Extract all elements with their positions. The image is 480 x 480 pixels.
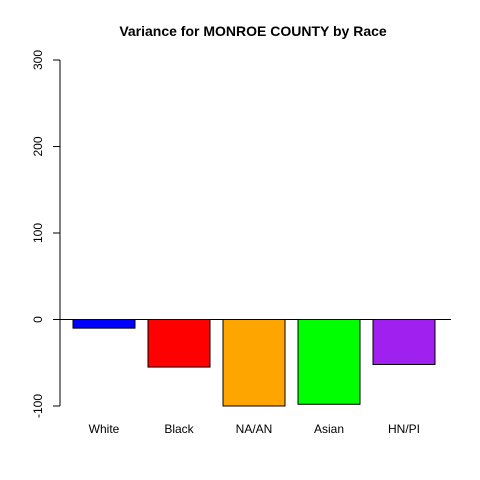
- bar-black: [147, 319, 211, 368]
- y-tick-label: -100: [31, 394, 45, 418]
- y-axis: -100 0 100 200 300: [31, 50, 61, 418]
- bars: [72, 319, 436, 407]
- x-tick-label: NA/AN: [236, 422, 273, 436]
- bar-na-an: [222, 319, 286, 407]
- y-tick-label: 100: [31, 223, 45, 243]
- bar-white: [72, 319, 136, 329]
- bar-asian: [297, 319, 361, 405]
- y-tick-label: 0: [31, 316, 45, 323]
- y-tick-label: 200: [31, 136, 45, 156]
- x-tick-label: HN/PI: [388, 422, 420, 436]
- y-tick-label: 300: [31, 50, 45, 70]
- x-tick-label: Asian: [314, 422, 344, 436]
- x-tick-label: Black: [164, 422, 194, 436]
- chart-title: Variance for MONROE COUNTY by Race: [119, 23, 387, 39]
- x-tick-label: White: [89, 422, 120, 436]
- bar-hn-pi: [372, 319, 436, 365]
- x-axis-labels: White Black NA/AN Asian HN/PI: [89, 422, 420, 436]
